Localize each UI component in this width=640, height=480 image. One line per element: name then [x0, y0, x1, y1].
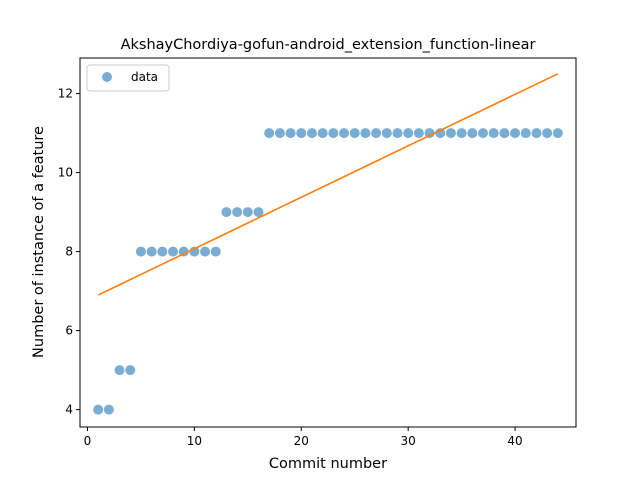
- data-point: [531, 128, 542, 139]
- legend-box: [86, 64, 170, 92]
- data-point: [339, 128, 350, 139]
- data-point: [157, 246, 168, 257]
- plot-area: [93, 73, 563, 415]
- data-point: [510, 128, 521, 139]
- x-tick-label: 40: [507, 434, 522, 448]
- data-point: [274, 128, 285, 139]
- legend: data: [86, 64, 170, 92]
- data-point: [542, 128, 553, 139]
- fit-line: [97, 73, 559, 296]
- data-point: [467, 128, 478, 139]
- data-point: [371, 128, 382, 139]
- data-point: [221, 207, 232, 218]
- y-tick-label: 4: [65, 403, 73, 417]
- data-point: [200, 246, 211, 257]
- legend-label-data: data: [131, 70, 158, 84]
- data-point: [242, 207, 253, 218]
- data-point: [445, 128, 456, 139]
- y-tick-label: 10: [58, 166, 73, 180]
- axes-frame: [79, 57, 577, 428]
- x-tick-label: 10: [187, 434, 202, 448]
- data-point: [478, 128, 488, 139]
- x-axis: 0 10 20 30 40: [84, 427, 523, 448]
- data-point: [499, 128, 510, 139]
- data-point: [306, 128, 317, 139]
- y-tick-label: 12: [58, 87, 73, 101]
- data-point: [135, 246, 146, 257]
- data-point: [392, 128, 403, 139]
- data-point: [178, 246, 189, 257]
- data-point: [413, 128, 424, 139]
- data-point: [381, 128, 392, 139]
- data-point: [210, 246, 221, 257]
- data-point: [520, 128, 531, 139]
- data-point: [424, 128, 435, 139]
- x-axis-label: Commit number: [269, 456, 387, 472]
- data-point: [232, 207, 243, 218]
- y-tick-label: 6: [65, 324, 73, 338]
- data-point: [168, 246, 178, 257]
- x-tick-label: 20: [294, 434, 309, 448]
- data-point: [435, 128, 446, 139]
- data-point: [253, 207, 264, 218]
- data-point: [296, 128, 307, 139]
- y-axis: 4 6 8 10 12: [58, 87, 80, 417]
- y-tick-label: 8: [65, 245, 73, 259]
- data-point: [328, 128, 339, 139]
- data-point: [93, 404, 104, 415]
- data-point: [125, 365, 136, 376]
- data-point: [552, 128, 563, 139]
- data-point: [264, 128, 275, 139]
- data-point: [114, 365, 125, 376]
- data-point: [403, 128, 414, 139]
- legend-marker-data: [102, 72, 112, 82]
- y-axis-label: Number of instance of a feature: [31, 126, 47, 358]
- data-point: [103, 404, 114, 415]
- data-point: [285, 128, 296, 139]
- data-point: [488, 128, 499, 139]
- data-point: [317, 128, 328, 139]
- data-point: [146, 246, 157, 257]
- data-point: [360, 128, 371, 139]
- data-point: [349, 128, 360, 139]
- x-tick-label: 0: [84, 434, 92, 448]
- data-point: [456, 128, 467, 139]
- x-tick-label: 30: [401, 434, 416, 448]
- chart-title: AkshayChordiya-gofun-android_extension_f…: [121, 37, 536, 53]
